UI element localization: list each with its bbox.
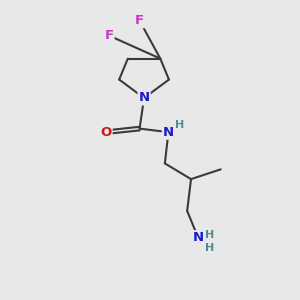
Text: H: H — [175, 120, 184, 130]
Text: N: N — [163, 126, 174, 139]
Text: N: N — [139, 92, 150, 104]
Text: H: H — [205, 243, 214, 253]
Text: O: O — [100, 126, 112, 139]
Text: F: F — [135, 14, 144, 27]
Text: H: H — [205, 230, 214, 240]
Text: F: F — [104, 29, 113, 42]
Text: N: N — [193, 231, 204, 244]
